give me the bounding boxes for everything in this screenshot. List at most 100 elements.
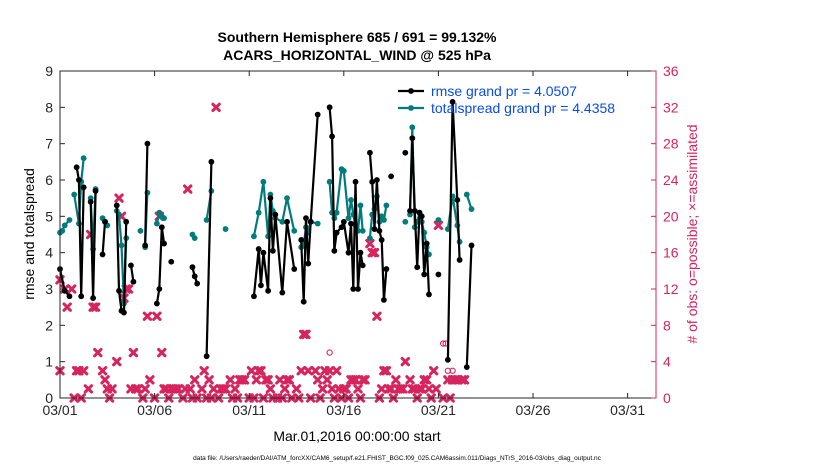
- rmse-point: [191, 273, 198, 280]
- obs-assimilated-marker: [296, 366, 306, 376]
- chart-title-line2: ACARS_HORIZONTAL_WIND @ 525 hPa: [223, 47, 491, 63]
- rmse-point: [269, 247, 276, 254]
- rmse-point: [272, 211, 279, 218]
- rmse-point: [265, 287, 272, 294]
- obs-assimilated-marker: [365, 238, 375, 249]
- y-left-tick-label: 5: [45, 208, 53, 224]
- rmse-point: [78, 293, 85, 300]
- obs-assimilated-marker: [263, 375, 273, 385]
- rmse-point: [87, 198, 94, 205]
- rmse-point: [402, 149, 409, 156]
- totalspread-point: [260, 178, 267, 185]
- y-right-tick-label: 0: [663, 390, 671, 406]
- obs-assimilated-marker: [280, 384, 290, 394]
- rmse-point: [80, 184, 87, 191]
- obs-assimilated-marker: [128, 347, 139, 358]
- rmse-line: [155, 226, 166, 304]
- obs-assimilated-marker: [208, 384, 219, 394]
- obs-assimilated-marker: [230, 384, 240, 394]
- rmse-point: [331, 247, 338, 254]
- obs-assimilated-marker: [331, 366, 342, 376]
- rmse-line: [75, 167, 85, 298]
- obs-possible-marker: [326, 349, 333, 356]
- rmse-point: [73, 164, 80, 171]
- obs-assimilated-marker: [204, 375, 214, 385]
- x-tick-label: 03/16: [326, 402, 361, 418]
- rmse-point: [251, 293, 257, 300]
- obs-assimilated-marker: [301, 329, 311, 340]
- rmse-point: [194, 280, 201, 287]
- rmse-point: [307, 218, 314, 225]
- obs-assimilated-marker: [421, 375, 432, 385]
- obs-assimilated-marker: [123, 284, 134, 294]
- obs-assimilated-marker: [67, 284, 77, 294]
- totalspread-point: [279, 218, 286, 225]
- rmse-point: [260, 249, 267, 256]
- rmse-point: [371, 226, 378, 232]
- totalspread-point: [463, 191, 470, 198]
- obs-assimilated-marker: [372, 311, 382, 321]
- rmse-point: [102, 218, 108, 225]
- totalspread-point: [333, 209, 340, 216]
- obs-assimilated-marker: [386, 384, 396, 394]
- rmse-point: [121, 309, 127, 316]
- rmse-point: [340, 218, 347, 225]
- rmse-point: [378, 237, 385, 243]
- rmse-point: [421, 271, 428, 278]
- rmse-line: [300, 114, 319, 303]
- obs-assimilated-marker: [428, 366, 439, 376]
- rmse-point: [456, 257, 463, 263]
- rmse-point: [350, 286, 357, 292]
- rmse-point: [168, 258, 175, 265]
- y-left-tick-label: 2: [45, 317, 53, 333]
- obs-assimilated-marker: [433, 220, 444, 231]
- rmse-point: [284, 218, 290, 225]
- obs-assimilated-marker: [459, 375, 470, 385]
- rmse-point: [463, 364, 470, 371]
- y-left-tick-label: 0: [45, 390, 53, 406]
- legend-rmse-label: rmse grand pr = 4.0507: [431, 83, 577, 99]
- obs-assimilated-marker: [431, 384, 441, 394]
- rmse-point: [153, 300, 160, 307]
- obs-assimilated-marker: [284, 375, 295, 385]
- y-left-tick-label: 7: [45, 136, 53, 152]
- rmse-point: [333, 229, 340, 236]
- axes-layer: 03/01 03/06 03/11 03/16 03/21 03/26 03/3101234…: [42, 63, 678, 418]
- totalspread-point: [402, 218, 409, 225]
- totalspread-point: [381, 217, 387, 223]
- obs-assimilated-marker: [275, 375, 285, 385]
- rmse-point: [418, 213, 425, 220]
- totalspread-point: [326, 178, 333, 185]
- totalspread-point: [66, 217, 73, 223]
- rmse-point: [348, 220, 354, 227]
- plot-layer: [55, 98, 475, 403]
- y-right-tick-label: 36: [663, 63, 679, 79]
- totalspread-point: [222, 226, 229, 232]
- legend-totalspread-marker: [408, 105, 414, 111]
- obs-assimilated-marker: [391, 375, 401, 385]
- totalspread-point: [59, 227, 66, 234]
- obs-assimilated-marker: [173, 384, 183, 394]
- y-right-tick-label: 20: [663, 208, 679, 224]
- obs-assimilated-marker: [78, 366, 89, 376]
- obs-possible-marker: [331, 385, 338, 393]
- obs-assimilated-marker: [152, 311, 162, 321]
- totalspread-point: [61, 222, 68, 229]
- rmse-point: [414, 264, 421, 271]
- obs-assimilated-marker: [100, 375, 110, 385]
- obs-assimilated-marker: [90, 302, 101, 312]
- rmse-point: [130, 278, 137, 285]
- obs-assimilated-marker: [112, 356, 122, 367]
- footer-data-file: data file: /Users/raeder/DAI/ATM_forcXX/…: [193, 455, 602, 462]
- rmse-point: [423, 240, 430, 247]
- totalspread-point: [435, 217, 442, 223]
- rmse-point: [329, 133, 335, 140]
- y-left-tick-label: 3: [45, 281, 53, 297]
- obs-possible-marker: [449, 367, 456, 374]
- rmse-point: [338, 224, 345, 231]
- rmse-point: [367, 149, 373, 156]
- rmse-point: [411, 207, 418, 214]
- obs-assimilated-marker: [93, 347, 103, 358]
- rmse-point: [435, 271, 442, 278]
